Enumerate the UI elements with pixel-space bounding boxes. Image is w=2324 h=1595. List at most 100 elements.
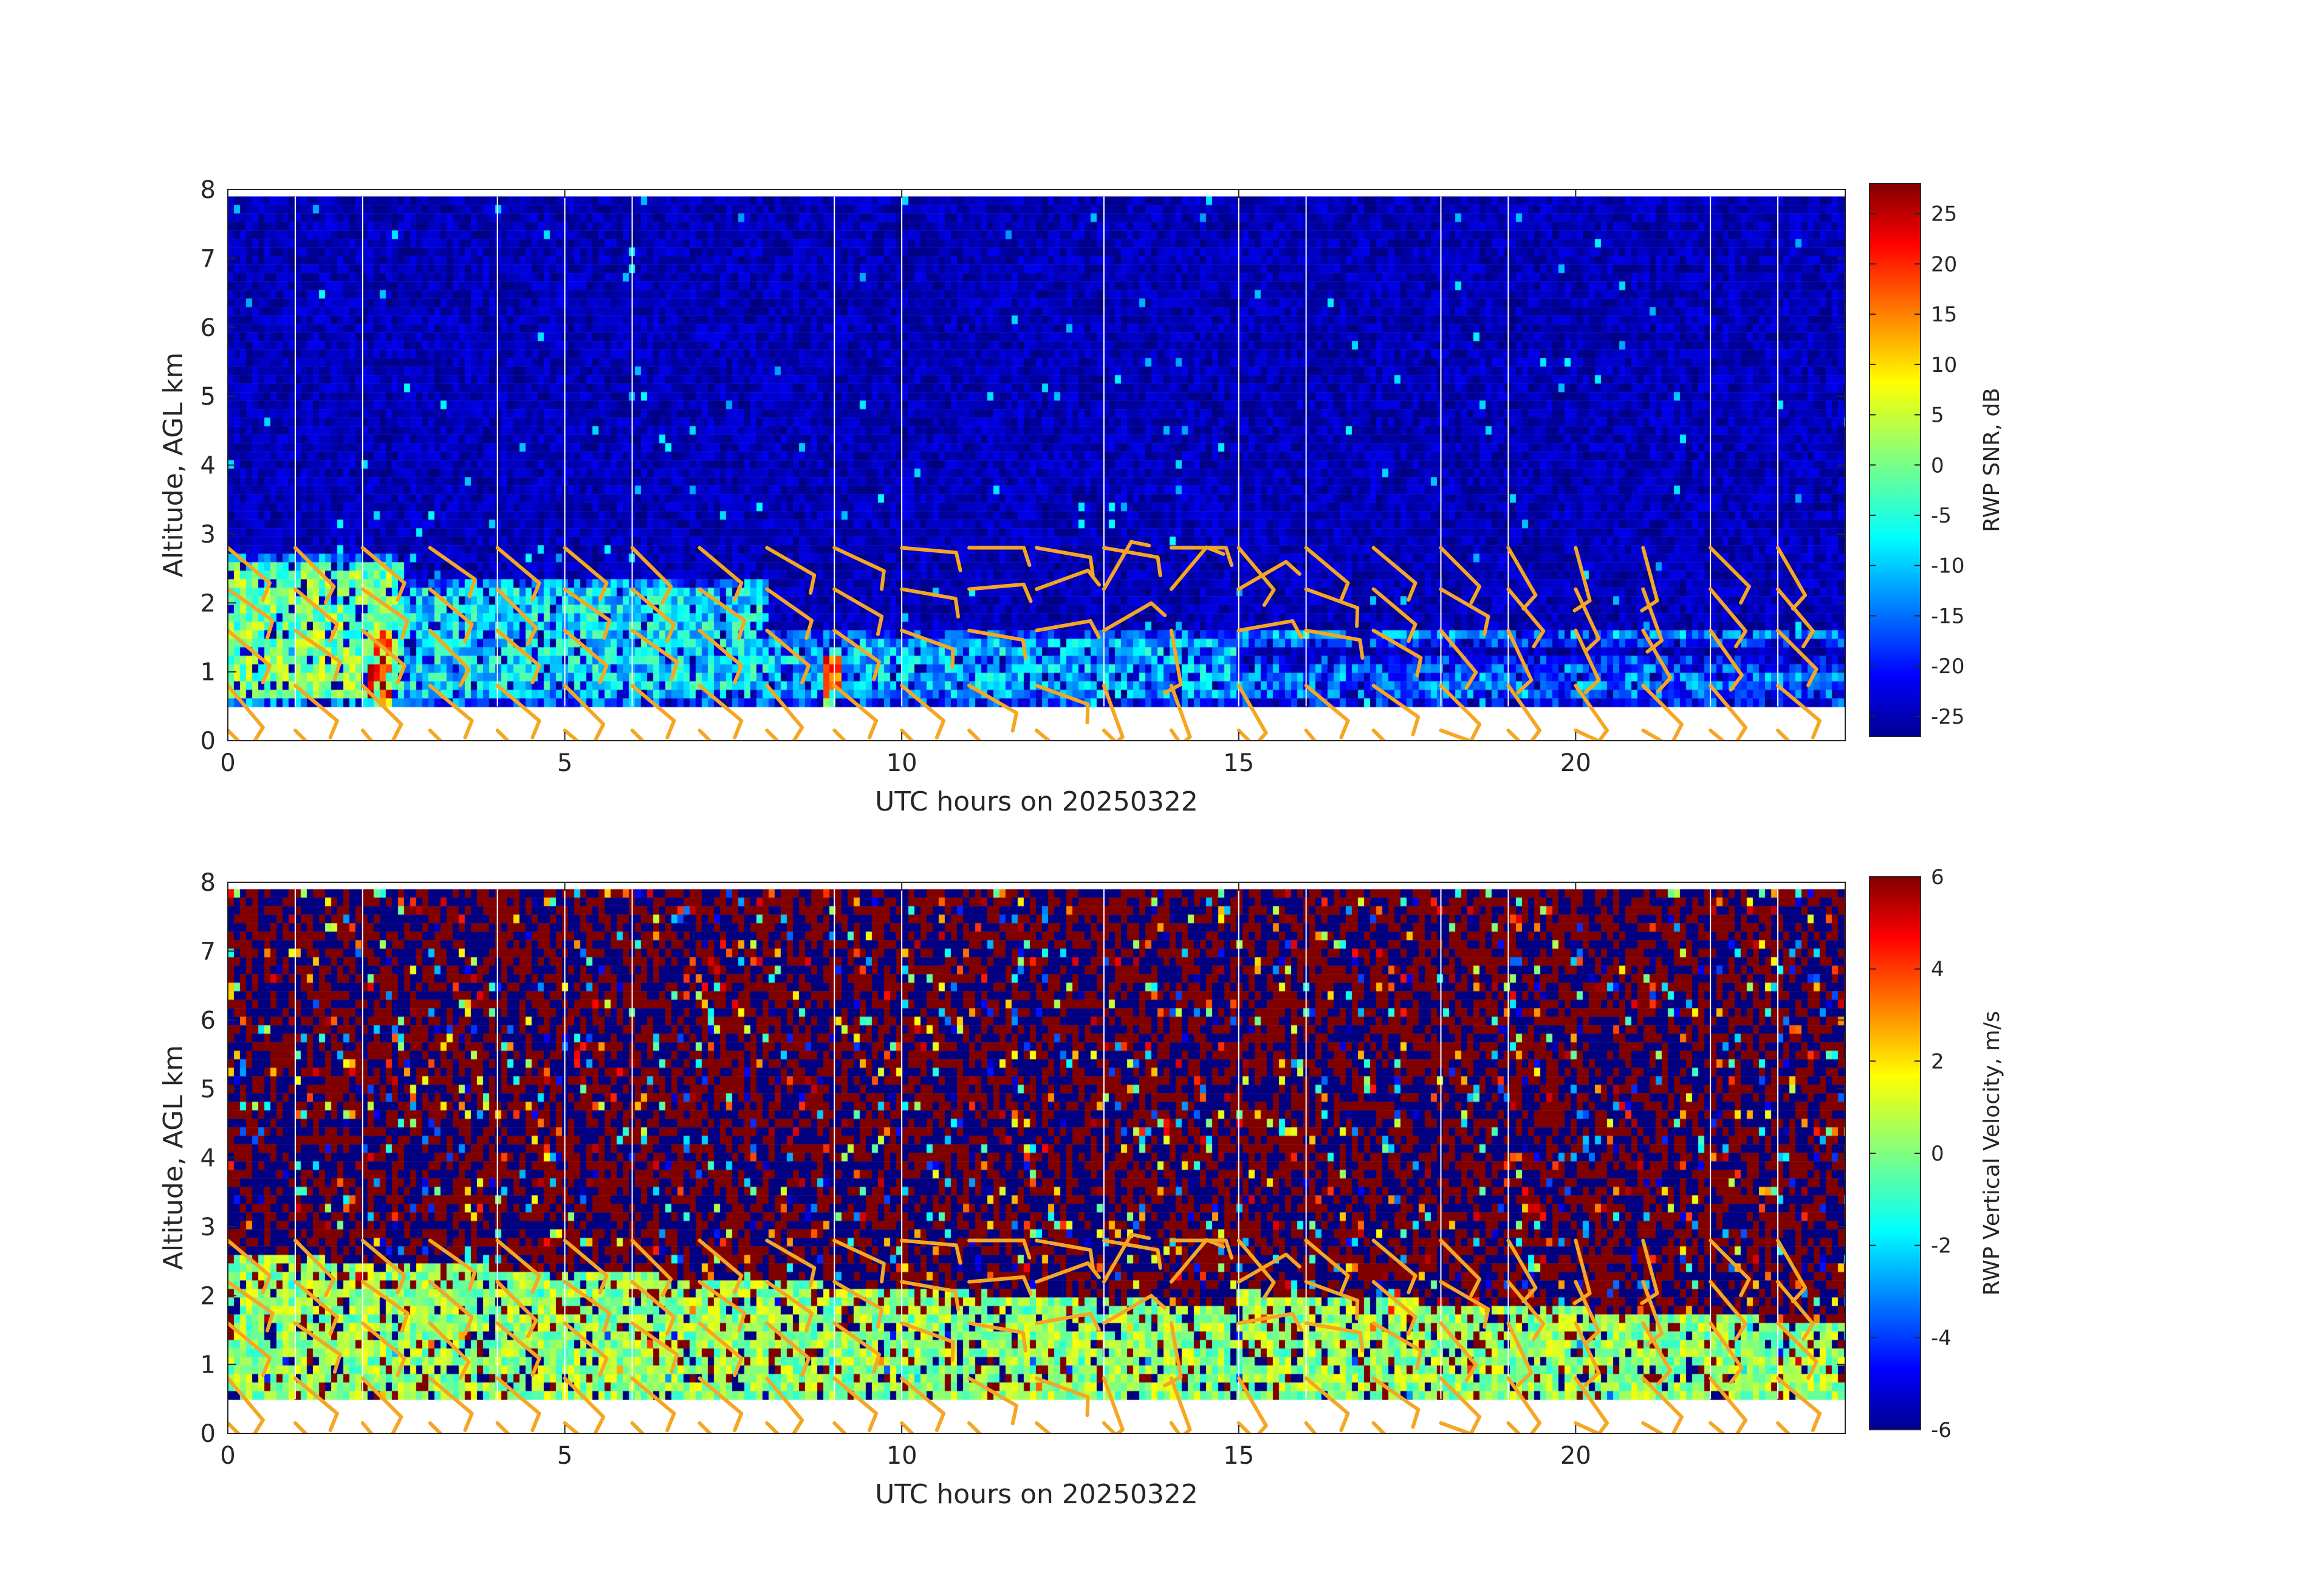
wind-barb — [1506, 587, 1546, 648]
x-tick-label: 20 — [1560, 1442, 1591, 1470]
velocity-colorbar-label: RWP Vertical Velocity, m/s — [1980, 1011, 2004, 1296]
wind-barb — [1035, 568, 1102, 591]
y-tick-label: 4 — [201, 1145, 216, 1173]
snr-wind-barbs — [228, 540, 1822, 741]
wind-barb — [1439, 1280, 1490, 1329]
wind-barb — [1439, 684, 1482, 741]
wind-barb — [360, 1376, 403, 1433]
wind-barb — [967, 1275, 1033, 1296]
wind-barb — [765, 1280, 814, 1333]
colorbar-tick-label: -20 — [1931, 654, 1965, 679]
velocity-heatmap — [228, 882, 1845, 1433]
wind-barb — [428, 1280, 474, 1336]
x-tick-label: 5 — [557, 1442, 572, 1470]
wind-barb — [1641, 1376, 1684, 1433]
wind-barb — [630, 1280, 676, 1336]
wind-barb — [360, 684, 403, 741]
wind-barb — [967, 1376, 1019, 1425]
wind-barb — [1169, 1238, 1234, 1260]
wind-barb — [360, 1238, 406, 1295]
wind-barb — [1439, 1321, 1478, 1382]
wind-barb — [900, 1321, 955, 1362]
y-tick-label: 4 — [201, 452, 216, 480]
colorbar-tick-label: 5 — [1931, 403, 1944, 428]
wind-barb — [630, 1238, 673, 1297]
colorbar-tick-label: 6 — [1931, 865, 1944, 890]
wind-barb — [698, 1376, 744, 1432]
velocity-x-ticks: 0 5 10 15 20 — [220, 882, 1591, 1470]
wind-barb — [1641, 728, 1665, 741]
wind-barb — [900, 546, 962, 572]
wind-barb — [428, 684, 474, 739]
x-tick-label: 15 — [1223, 749, 1254, 777]
colorbar-tick-label: -15 — [1931, 604, 1965, 628]
wind-barb — [1506, 684, 1542, 741]
wind-barb — [228, 546, 272, 602]
wind-barb — [1776, 684, 1822, 739]
y-tick-label: 0 — [201, 1420, 216, 1448]
wind-barb — [495, 1280, 538, 1339]
wind-barb — [630, 628, 679, 681]
colorbar-tick-label: 25 — [1931, 202, 1957, 227]
wind-barb — [293, 546, 336, 605]
wind-barb — [428, 1376, 474, 1432]
wind-barb — [1506, 628, 1534, 695]
wind-barb — [1236, 546, 1276, 607]
wind-barb — [1574, 1376, 1609, 1433]
wind-barb — [563, 1280, 612, 1333]
colorbar-tick-label: 0 — [1931, 1142, 1944, 1166]
x-tick-label: 15 — [1223, 1442, 1254, 1470]
wind-barb — [698, 1280, 747, 1333]
wind-barb — [1035, 1376, 1090, 1418]
wind-barb — [1162, 628, 1183, 695]
colorbar-tick-label: 0 — [1931, 453, 1944, 478]
wind-barb — [1371, 546, 1417, 602]
wind-barb — [1709, 1238, 1751, 1297]
colorbar-tick-label: 2 — [1931, 1049, 1944, 1074]
colorbar-tick-label: 4 — [1931, 958, 1944, 982]
wind-barb — [1102, 540, 1151, 591]
wind-barb — [228, 1280, 275, 1333]
snr-y-ticks: 0 1 2 3 4 5 6 7 8 — [201, 176, 1845, 755]
wind-barb — [630, 1376, 676, 1432]
wind-barb — [1304, 1238, 1350, 1295]
y-tick-label: 5 — [201, 1075, 216, 1103]
wind-barb — [1035, 1261, 1102, 1284]
wind-barb — [1776, 628, 1818, 687]
x-tick-label: 20 — [1560, 749, 1591, 777]
x-tick-label: 5 — [557, 749, 572, 777]
wind-barb — [900, 1376, 946, 1432]
wind-barb — [1506, 546, 1538, 611]
wind-barb — [1035, 619, 1101, 639]
wind-barb — [293, 1238, 336, 1297]
wind-barb — [967, 1238, 1032, 1260]
wind-barb — [698, 628, 744, 685]
wind-barb — [1304, 587, 1360, 628]
wind-barb — [630, 1321, 679, 1374]
wind-barb — [1035, 1238, 1095, 1270]
wind-barb — [563, 587, 612, 640]
wind-barb — [832, 1321, 881, 1374]
wind-barb — [563, 1376, 606, 1433]
wind-barb — [293, 628, 342, 681]
wind-barb — [360, 1321, 406, 1377]
wind-barb — [900, 587, 960, 619]
wind-barb — [293, 587, 339, 643]
wind-barb — [1035, 1311, 1101, 1332]
wind-barb — [698, 1321, 744, 1377]
wind-barb — [428, 587, 474, 643]
y-tick-label: 0 — [201, 727, 216, 755]
wind-barb — [832, 546, 886, 591]
wind-barb — [1574, 728, 1602, 741]
y-tick-label: 7 — [201, 245, 216, 273]
wind-barb — [1236, 1238, 1276, 1300]
wind-barb — [428, 1321, 471, 1380]
velocity-colorbar-ticks: -6 -4 -2 0 2 4 6 — [1870, 865, 1952, 1442]
wind-barb — [293, 1280, 339, 1336]
wind-barb — [495, 684, 541, 739]
wind-barb — [1574, 628, 1601, 695]
wind-barb — [1574, 1321, 1601, 1387]
wind-barb — [1776, 1376, 1822, 1432]
